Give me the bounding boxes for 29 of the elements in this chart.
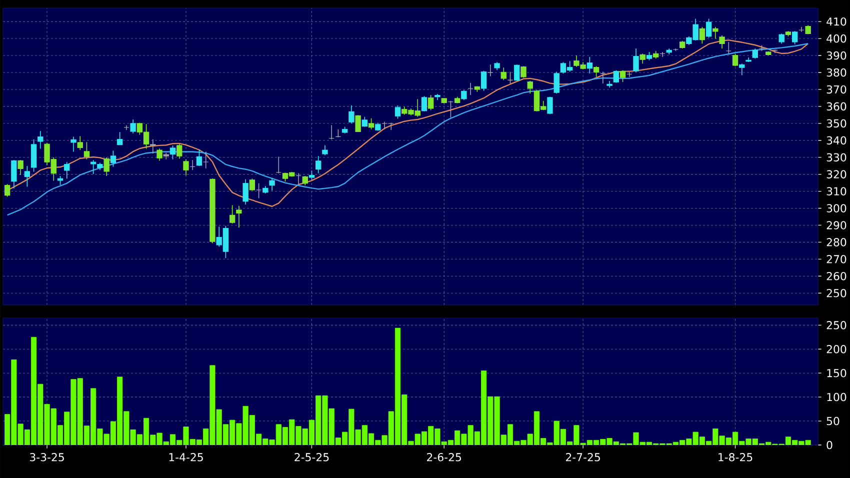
x-tick-label: 2-5-25 bbox=[294, 453, 329, 462]
y-tick-label: 350 bbox=[826, 119, 846, 128]
y-tick-label: 0 bbox=[826, 440, 832, 450]
y-tick-label: 340 bbox=[826, 136, 846, 144]
x-tick-label: 2-6-25 bbox=[427, 453, 461, 462]
y-tick-label: 360 bbox=[826, 102, 846, 111]
y-tick-label: 270 bbox=[826, 255, 846, 264]
y-tick-label: 290 bbox=[826, 221, 846, 230]
y-tick-label: 250 bbox=[826, 288, 846, 298]
y-tick-label: 200 bbox=[826, 345, 846, 354]
y-tick-label: 390 bbox=[826, 51, 846, 60]
y-tick-label: 300 bbox=[826, 204, 846, 212]
y-tick-label: 100 bbox=[827, 392, 846, 402]
y-tick-label: 150 bbox=[827, 368, 846, 378]
y-tick-label: 370 bbox=[826, 85, 846, 94]
y-tick-label: 260 bbox=[826, 272, 846, 280]
y-tick-label: 310 bbox=[826, 187, 846, 196]
x-tick-label: 3-3-25 bbox=[30, 453, 64, 462]
y-tick-label: 410 bbox=[826, 17, 846, 26]
y-tick-label: 320 bbox=[826, 170, 846, 178]
x-tick-label: 2-7-25 bbox=[566, 453, 600, 462]
x-tick-label: 1-4-25 bbox=[169, 453, 203, 462]
y-tick-label: 280 bbox=[826, 238, 846, 246]
x-tick-label: 1-8-25 bbox=[718, 453, 752, 462]
y-tick-label: 380 bbox=[826, 68, 846, 77]
y-tick-label: 250 bbox=[826, 321, 846, 330]
y-tick-label: 50 bbox=[826, 416, 840, 426]
y-tick-label: 330 bbox=[826, 153, 846, 162]
y-tick-label: 400 bbox=[826, 34, 846, 43]
